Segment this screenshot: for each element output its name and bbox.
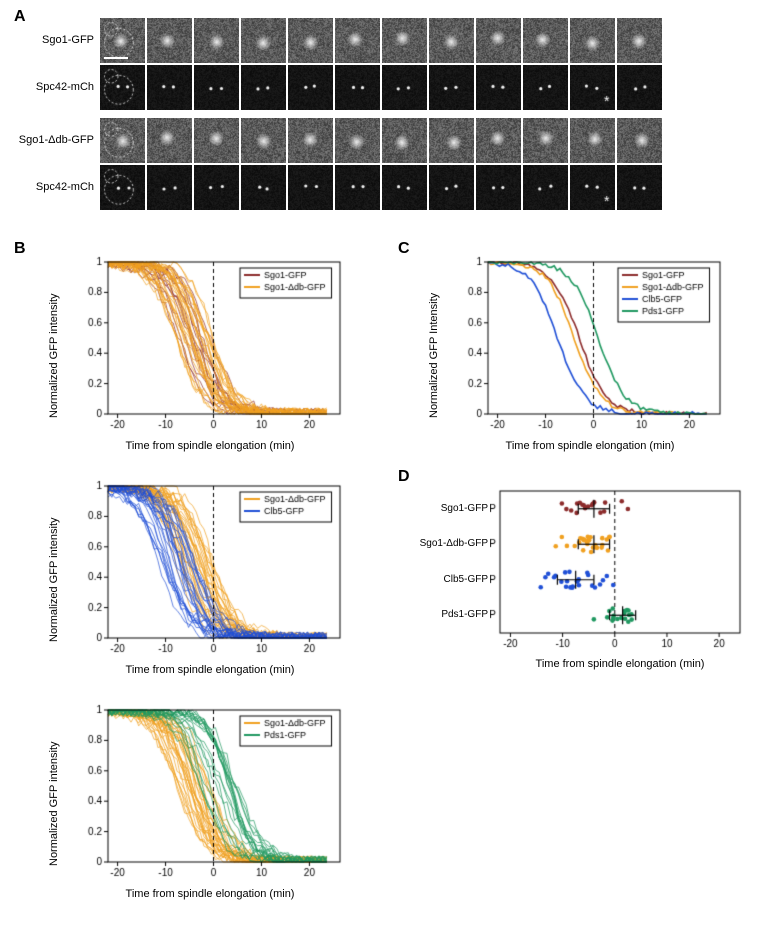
micro-frame [147, 18, 192, 63]
micro-frame [288, 65, 333, 110]
micro-frame [100, 118, 145, 163]
micro-row [100, 18, 662, 63]
micro-frame [100, 65, 145, 110]
micro-frame [194, 165, 239, 210]
panel-b-label: B [14, 240, 26, 258]
b2-ylabel: Normalized GFP intensity [48, 517, 60, 642]
micro-frame [570, 118, 615, 163]
micro-frame [335, 118, 380, 163]
micro-frame [194, 118, 239, 163]
b1-ylabel: Normalized GFP intensity [48, 293, 60, 418]
d-category-label: Sgo1-Δdb-GFP [400, 538, 488, 549]
micro-frame [147, 65, 192, 110]
micro-frame [523, 18, 568, 63]
micro-row [100, 118, 662, 163]
micro-frame [382, 18, 427, 63]
micro-frame [476, 118, 521, 163]
micro-frame [147, 165, 192, 210]
micro-row [100, 165, 662, 210]
micro-frame [382, 165, 427, 210]
c-ylabel: Normalized GFP Intensity [428, 293, 440, 418]
micro-row [100, 65, 662, 110]
d-xlabel: Time from spindle elongation (min) [490, 658, 750, 670]
micro-frame [617, 165, 662, 210]
micro-frame [476, 65, 521, 110]
micro-frame [429, 118, 474, 163]
b1-xlabel: Time from spindle elongation (min) [70, 440, 350, 452]
micro-frame [617, 65, 662, 110]
c-xlabel: Time from spindle elongation (min) [450, 440, 730, 452]
micro-frame [194, 18, 239, 63]
micro-frame [288, 118, 333, 163]
micro-frame [288, 165, 333, 210]
micro-frame [241, 118, 286, 163]
micro-row-label: Spc42-mCh [14, 81, 94, 93]
b2-xlabel: Time from spindle elongation (min) [70, 664, 350, 676]
micro-frame [100, 165, 145, 210]
micro-frame [523, 118, 568, 163]
micro-frame [382, 118, 427, 163]
micro-frame [476, 165, 521, 210]
b3-ylabel: Normalized GFP intensity [48, 741, 60, 866]
micro-frame [241, 18, 286, 63]
micro-frame [382, 65, 427, 110]
d-category-label: Pds1-GFP [400, 609, 488, 620]
micro-frame [147, 118, 192, 163]
micro-frame [288, 18, 333, 63]
micro-frame [570, 18, 615, 63]
micro-frame [429, 18, 474, 63]
micro-frame [241, 165, 286, 210]
b3-xlabel: Time from spindle elongation (min) [70, 888, 350, 900]
micro-frame [429, 165, 474, 210]
panel-c-label: C [398, 240, 410, 258]
micro-frame [523, 165, 568, 210]
scale-bar [104, 57, 128, 59]
micro-frame [241, 65, 286, 110]
d-category-label: Sgo1-GFP [400, 503, 488, 514]
micro-frame [335, 165, 380, 210]
panel-a-label: A [14, 8, 26, 26]
micro-frame [476, 18, 521, 63]
micro-frame [335, 65, 380, 110]
micro-frame [194, 65, 239, 110]
d-category-label: Clb5-GFP [400, 574, 488, 585]
micro-row-label: Spc42-mCh [14, 181, 94, 193]
panel-d-label: D [398, 468, 410, 486]
micro-frame [617, 118, 662, 163]
micro-frame [617, 18, 662, 63]
micro-frame [335, 18, 380, 63]
micro-row-label: Sgo1-GFP [14, 34, 94, 46]
micro-frame [570, 165, 615, 210]
micro-frame [429, 65, 474, 110]
micro-row-label: Sgo1-Δdb-GFP [14, 134, 94, 146]
micro-frame [570, 65, 615, 110]
micro-frame [523, 65, 568, 110]
